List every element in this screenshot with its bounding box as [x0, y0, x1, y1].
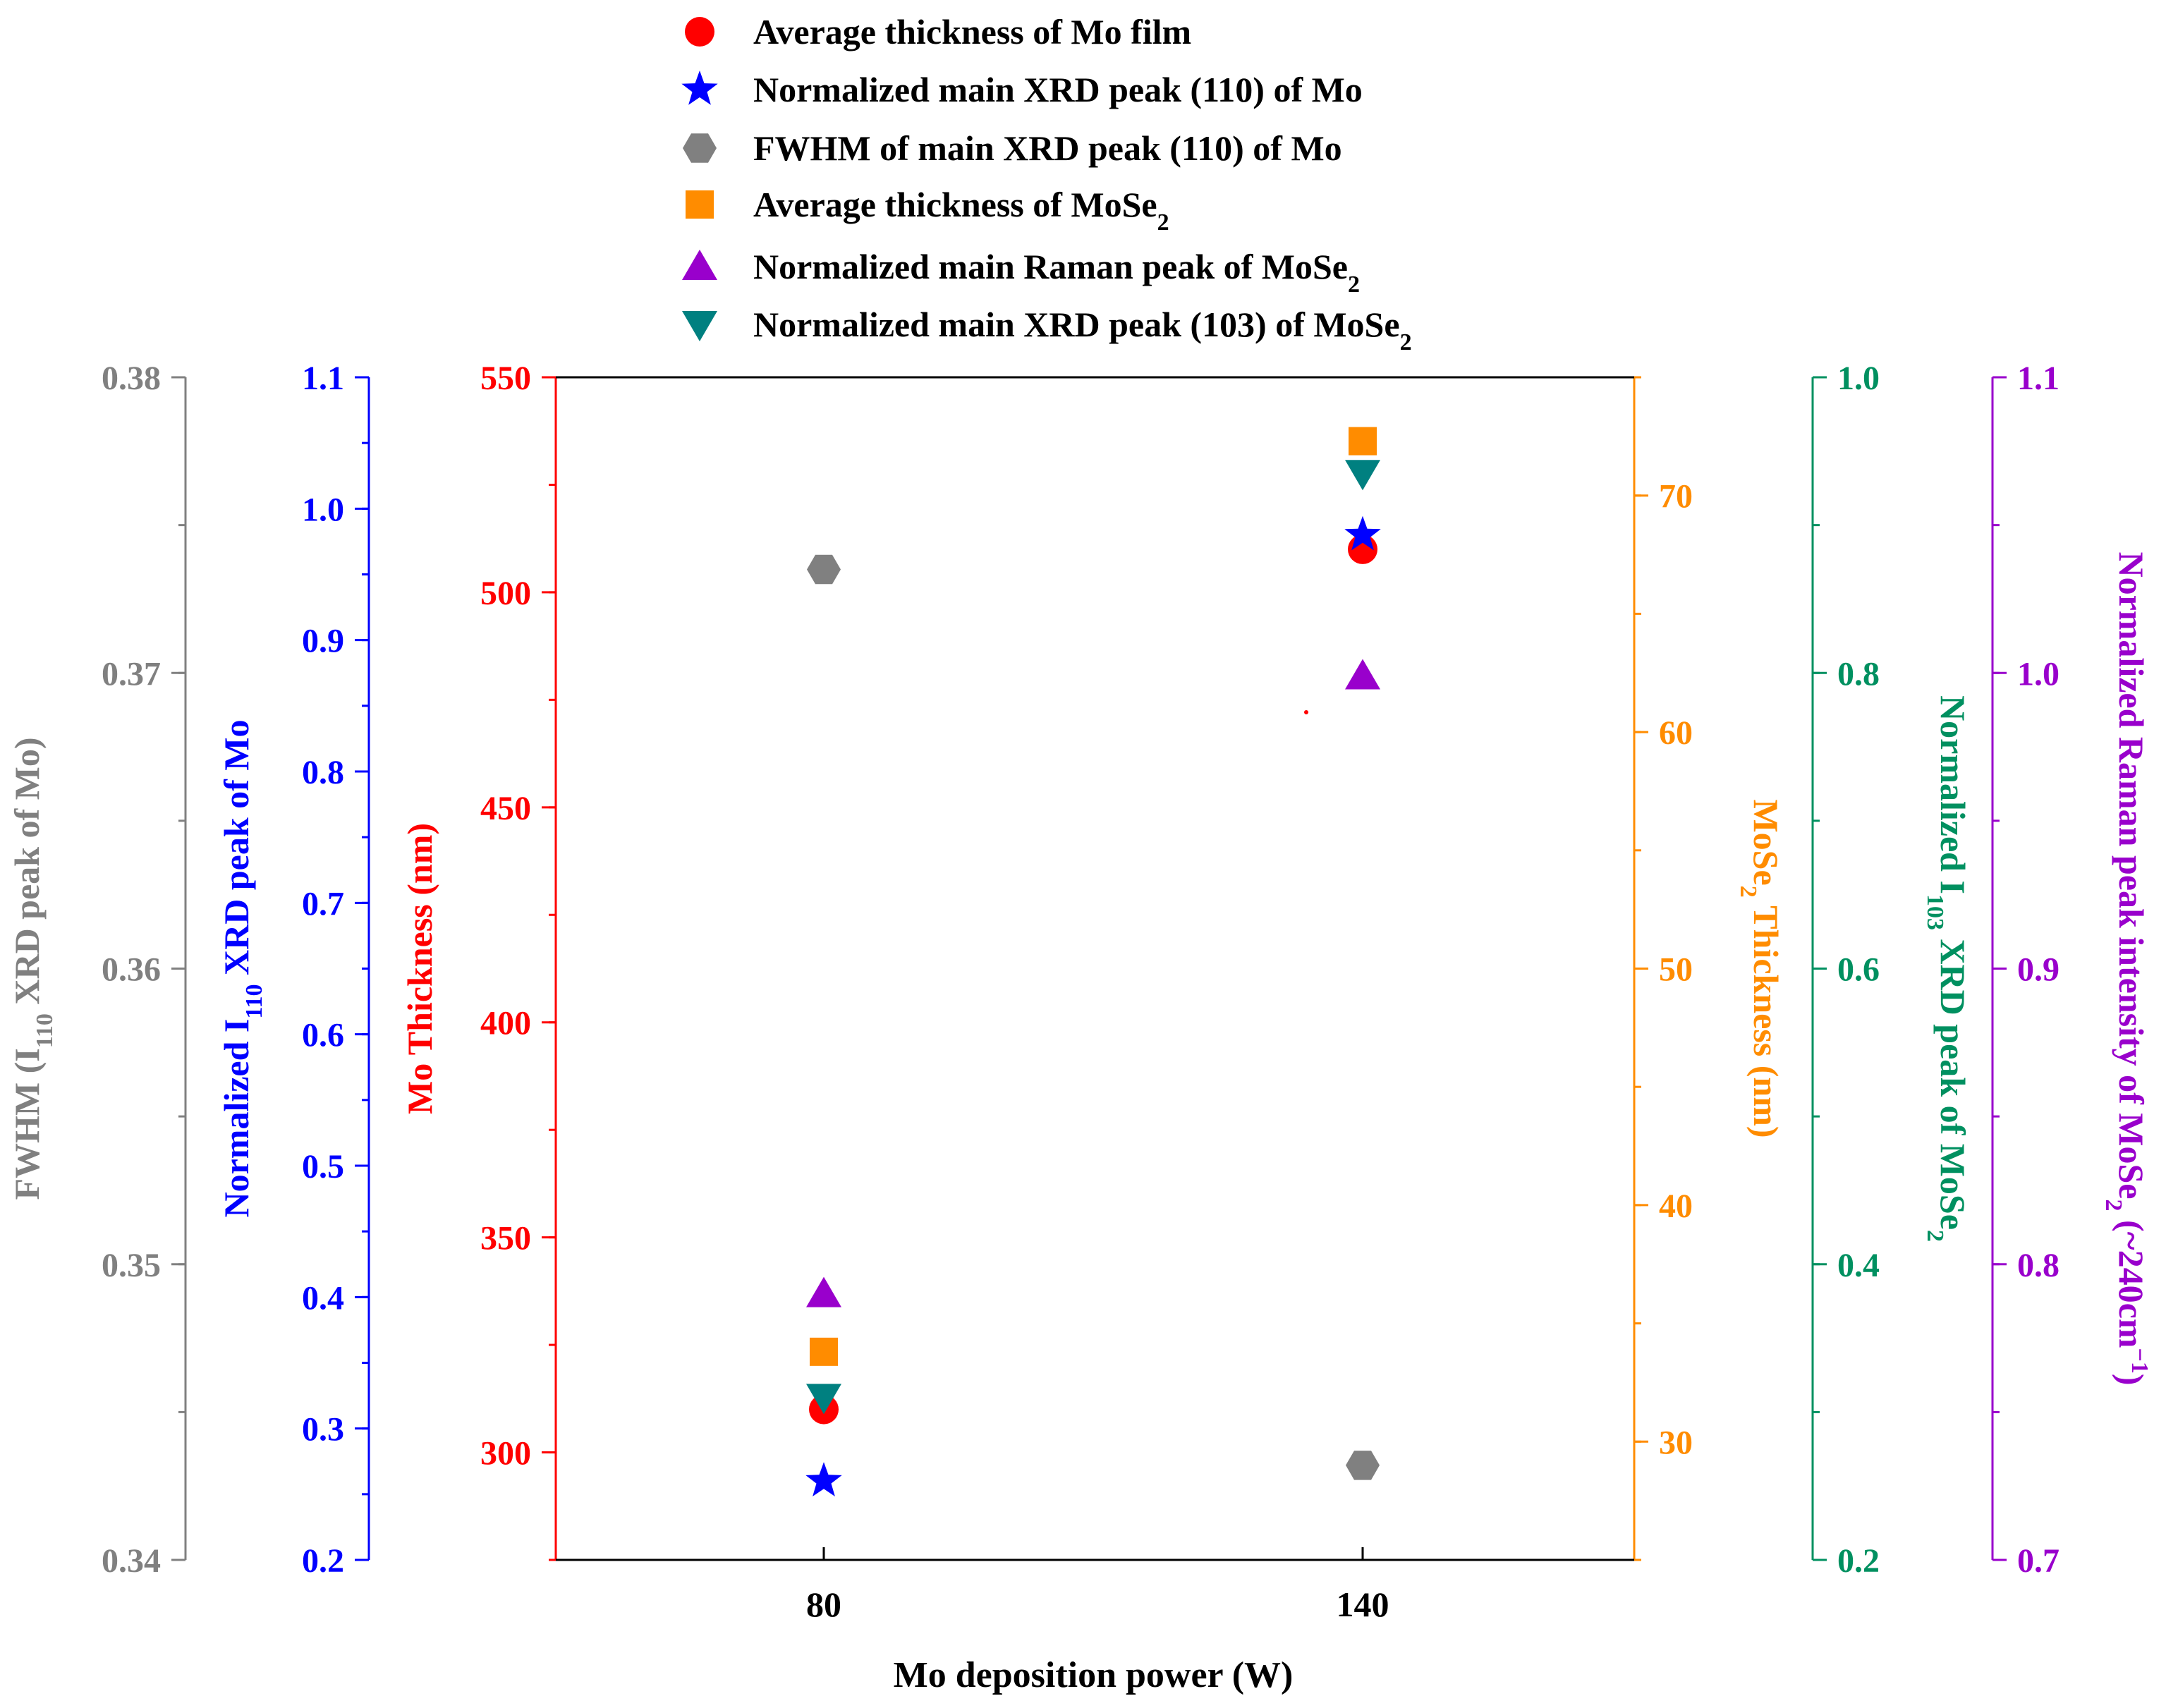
tick-label-fwhm: 0.34 [102, 1542, 161, 1580]
data-point-square [810, 1337, 838, 1366]
data-point-star [805, 1462, 842, 1496]
y-axis-raman: 0.7 0.8 0.9 1.0 1.1 Normalized Raman peak int… [1991, 360, 2153, 1580]
tick-label-mo_thick: 450 [480, 790, 531, 827]
data-point-triangle-up [1345, 659, 1380, 690]
tick-label-mose2_thick: 50 [1659, 951, 1693, 989]
tick-label-fwhm: 0.38 [102, 360, 161, 397]
y-axis-title-mo_thick: Mo Thickness (nm) [400, 823, 439, 1114]
tick-label-mo_xrd: 1.0 [302, 491, 344, 528]
tick-label-mose2_xrd: 0.8 [1837, 655, 1880, 693]
tick-label-mo_xrd: 0.3 [302, 1411, 344, 1448]
tick-label-mose2_xrd: 0.2 [1837, 1542, 1880, 1580]
data-point-triangle-up [806, 1276, 841, 1307]
tick-label-mo_thick: 550 [480, 360, 531, 397]
legend-item: Normalized main Raman peak of MoSe2 [682, 247, 1360, 298]
legend-marker-triangle-down [682, 311, 717, 341]
legend-item: Normalized main XRD peak (110) of Mo [681, 70, 1363, 109]
tick-label-mo_xrd: 0.9 [302, 623, 344, 660]
data-point-star [1344, 516, 1381, 551]
y-axis-mo_thick: 300 350 400 450 500 550 Mo Thickness (nm) [400, 360, 557, 1561]
tick-label-mose2_thick: 70 [1659, 478, 1693, 516]
data-point-hexagon [1346, 1451, 1380, 1480]
y-axis-title-raman: Normalized Raman peak intensity of MoSe2… [2101, 551, 2153, 1385]
legend-label: Average thickness of MoSe2 [753, 185, 1169, 236]
x-axis-title: Mo deposition power (W) [894, 1655, 1294, 1695]
tick-label-fwhm: 0.35 [102, 1247, 161, 1284]
y-axis-title-fwhm: FWHM (I110 XRD peak of Mo) [7, 738, 58, 1200]
tick-label-mose2_thick: 60 [1659, 714, 1693, 752]
data-point-square [1349, 427, 1377, 456]
tick-label-mo_xrd: 1.1 [302, 360, 344, 397]
y-axis-title-mose2_thick: MoSe2 Thickness (nm) [1736, 799, 1787, 1137]
tick-label-raman: 0.7 [2017, 1542, 2059, 1580]
tick-label-fwhm: 0.37 [102, 655, 161, 693]
tick-label-raman: 0.9 [2017, 951, 2059, 989]
legend-label: Normalized main XRD peak (110) of Mo [753, 70, 1363, 109]
tick-label-mo_xrd: 0.2 [302, 1542, 344, 1580]
legend-label: Average thickness of Mo film [753, 12, 1191, 51]
tick-label-raman: 0.8 [2017, 1247, 2059, 1284]
tick-label-mo_thick: 350 [480, 1220, 531, 1257]
legend-marker-triangle-up [682, 250, 717, 280]
tick-label-raman: 1.1 [2017, 360, 2059, 397]
data-point-triangle-down [1345, 460, 1380, 491]
tick-label-mo_xrd: 0.7 [302, 885, 344, 922]
x-tick-label: 80 [806, 1585, 841, 1624]
legend-item: FWHM of main XRD peak (110) of Mo [683, 128, 1342, 168]
y-axis-fwhm: 0.34 0.35 0.36 0.37 0.38 FWHM (I110 XRD peak … [7, 360, 187, 1580]
tick-label-mo_xrd: 0.4 [302, 1279, 344, 1317]
legend-label: FWHM of main XRD peak (110) of Mo [753, 128, 1342, 168]
tick-label-fwhm: 0.36 [102, 951, 161, 989]
legend-marker-circle [685, 17, 714, 47]
x-tick-label: 140 [1337, 1585, 1389, 1624]
y-axis-mose2_xrd: 0.2 0.4 0.6 0.8 1.0 Normalized I103 XRD peak … [1811, 360, 1973, 1580]
legend-item: Average thickness of Mo film [685, 12, 1191, 51]
tick-label-mose2_xrd: 0.4 [1837, 1247, 1880, 1284]
tick-label-mo_thick: 500 [480, 575, 531, 612]
tick-label-mose2_xrd: 0.6 [1837, 951, 1880, 989]
y-axis-mo_xrd: 0.2 0.3 0.4 0.5 0.6 0.7 0.8 0.9 1.0 1.1 Normalized… [217, 360, 370, 1580]
y-axis-mose2_thick: 30 40 50 60 70 MoSe2 Thickness (nm) [1633, 376, 1787, 1561]
tick-label-mo_xrd: 0.6 [302, 1017, 344, 1054]
tick-label-mo_xrd: 0.5 [302, 1148, 344, 1185]
data-point-hexagon [807, 554, 841, 585]
tick-label-raman: 1.0 [2017, 655, 2059, 693]
tick-label-mo_thick: 400 [480, 1005, 531, 1042]
legend-item: Normalized main XRD peak (103) of MoSe2 [682, 305, 1412, 355]
legend-label: Normalized main Raman peak of MoSe2 [753, 247, 1360, 298]
tick-label-mose2_xrd: 1.0 [1837, 360, 1880, 397]
axes: 0.34 0.35 0.36 0.37 0.38 FWHM (I110 XRD peak … [7, 360, 2153, 1624]
legend-label: Normalized main XRD peak (103) of MoSe2 [753, 305, 1412, 355]
legend-marker-square [686, 190, 714, 219]
data-point-triangle-down [806, 1384, 841, 1415]
legend-marker-hexagon [683, 133, 717, 163]
tick-label-mo_xrd: 0.8 [302, 754, 344, 791]
stray-dot [1304, 710, 1308, 714]
tick-label-mose2_thick: 30 [1659, 1424, 1693, 1461]
tick-label-mo_thick: 300 [480, 1435, 531, 1472]
tick-label-mose2_thick: 40 [1659, 1188, 1693, 1225]
legend-marker-star [681, 71, 718, 105]
plot-area [556, 376, 1634, 1561]
x-axis: 80 140 [806, 1547, 1389, 1624]
legend: Average thickness of Mo film Normalized m… [681, 12, 1412, 355]
legend-item: Average thickness of MoSe2 [686, 185, 1169, 236]
y-axis-title-mo_xrd: Normalized I110 XRD peak of Mo [217, 720, 267, 1218]
y-axis-title-mose2_xrd: Normalized I103 XRD peak of MoSe2 [1923, 695, 1973, 1242]
